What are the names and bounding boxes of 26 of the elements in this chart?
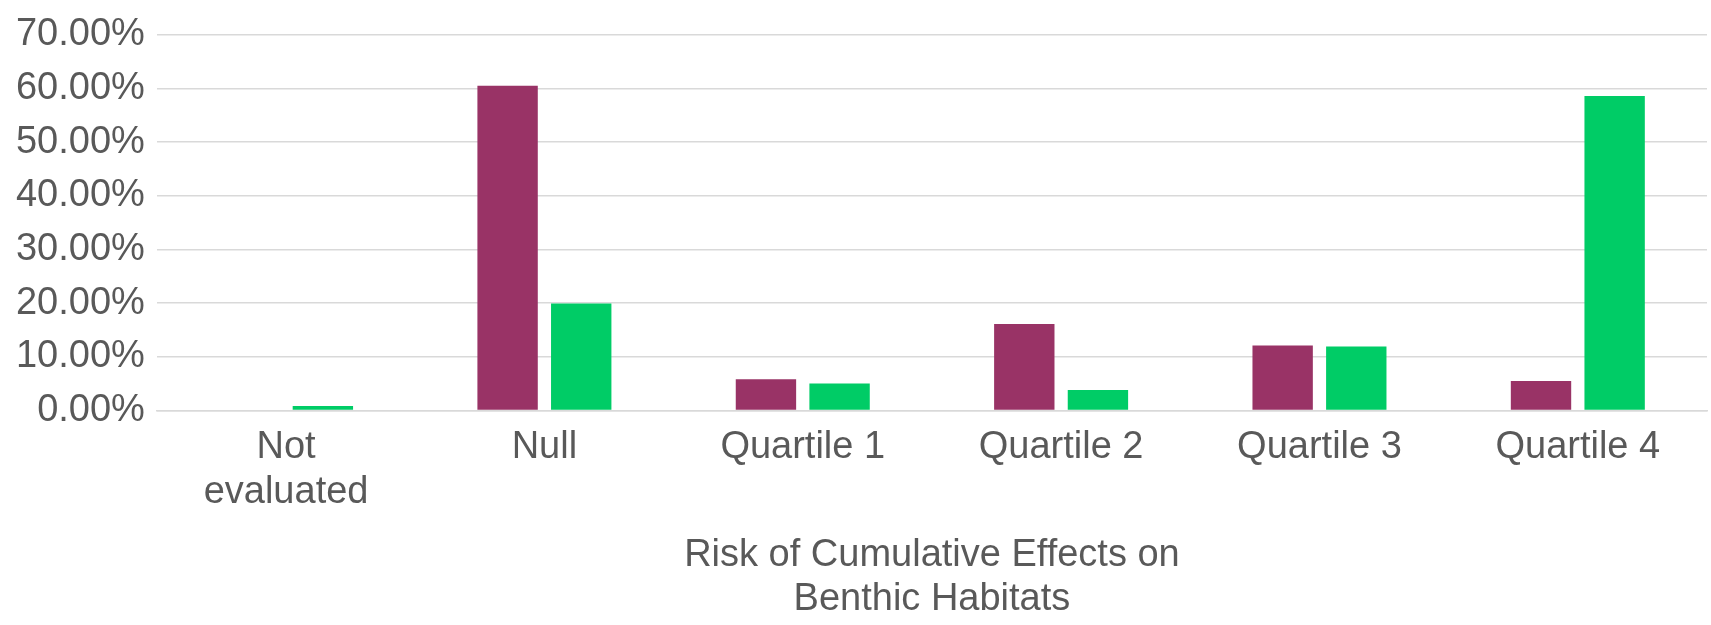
x-axis-title: Risk of Cumulative Effects on Benthic Habitats xyxy=(684,531,1180,618)
y-tick-label: 30.00% xyxy=(15,225,145,268)
bar xyxy=(477,85,538,410)
x-tick-label: Quartile 1 xyxy=(720,423,886,466)
bar xyxy=(1510,380,1572,410)
y-tick-label: 10.00% xyxy=(15,333,145,376)
bar xyxy=(1326,346,1387,410)
x-tick-label: Quartile 3 xyxy=(1237,423,1402,466)
bar xyxy=(1067,390,1129,410)
bar xyxy=(1584,95,1645,410)
bar xyxy=(735,379,797,410)
x-tick-label: Null xyxy=(511,423,578,466)
bar xyxy=(1252,345,1313,410)
y-tick-label: 0.00% xyxy=(37,386,145,429)
y-tick-label: 50.00% xyxy=(15,118,145,161)
bar xyxy=(292,406,354,410)
y-tick-label: 20.00% xyxy=(15,279,145,322)
bar xyxy=(994,324,1055,410)
x-tick-label: Quartile 4 xyxy=(1495,423,1661,466)
y-tick-label: 60.00% xyxy=(15,64,145,107)
bar xyxy=(809,383,870,410)
y-tick-label: 70.00% xyxy=(15,11,145,54)
bar xyxy=(551,303,612,410)
y-tick-label: 40.00% xyxy=(15,172,145,215)
x-tick-label: Quartile 2 xyxy=(978,423,1144,466)
x-tick-label: Not evaluated xyxy=(203,423,369,512)
